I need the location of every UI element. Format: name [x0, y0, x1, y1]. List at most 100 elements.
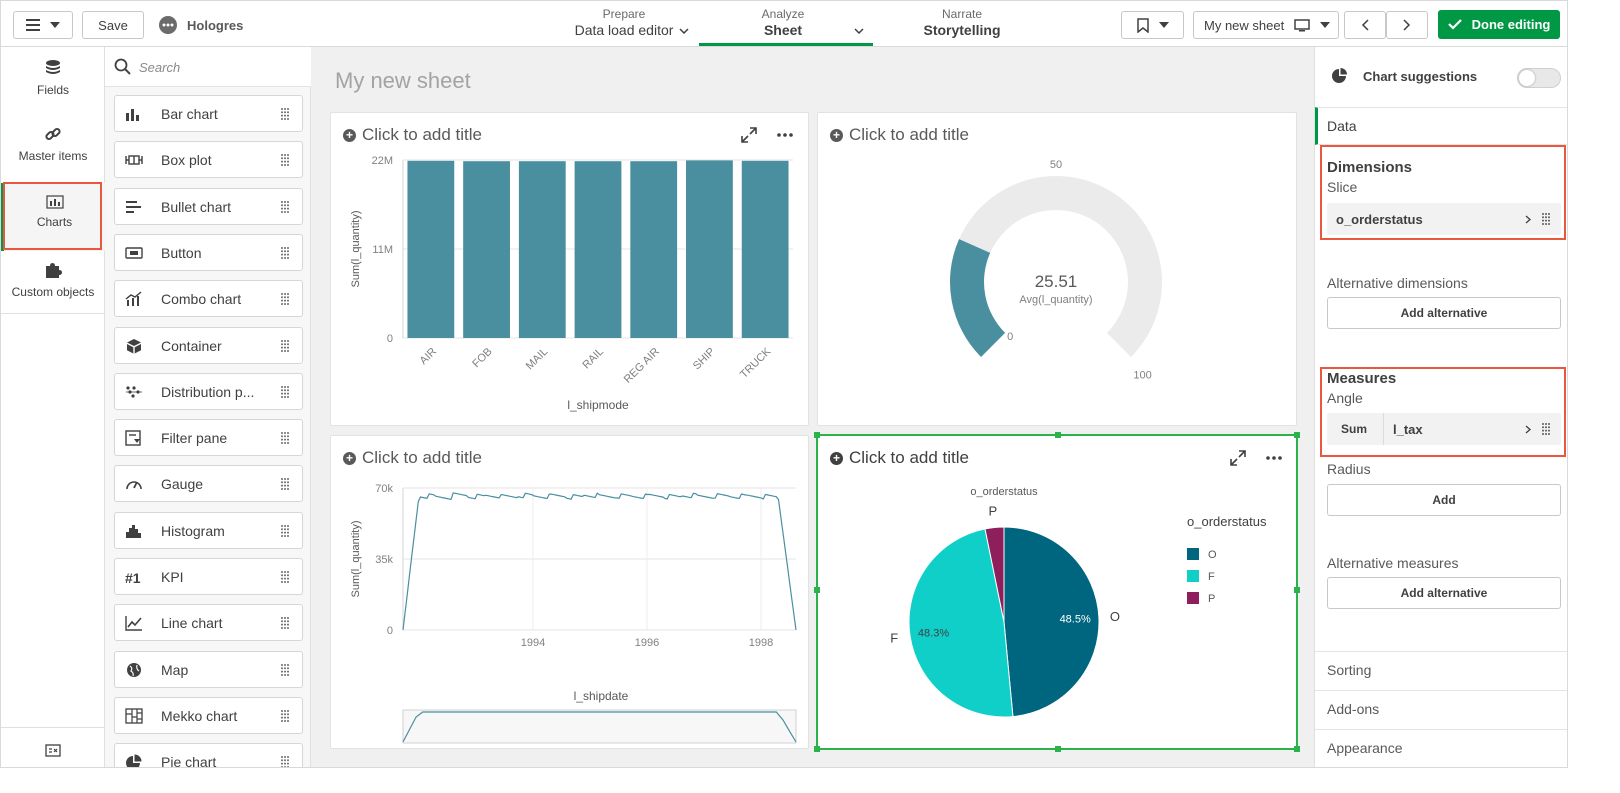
more-options-icon[interactable] — [777, 133, 793, 137]
rail-item-fields[interactable]: Fields — [1, 59, 105, 121]
previous-sheet-button[interactable] — [1344, 11, 1386, 39]
toggle-panel-icon[interactable] — [45, 744, 61, 757]
add-alternative-dimension-button[interactable]: Add alternative — [1327, 297, 1561, 329]
line-chart-card[interactable]: + Click to add title 0 35k 70k 1994 1996 1998 S… — [330, 435, 809, 749]
nav-narrate-main: Storytelling — [923, 22, 1001, 38]
y-tick-label: 22M — [372, 155, 393, 167]
drag-handle-icon[interactable] — [280, 385, 290, 399]
section-sorting[interactable]: Sorting — [1315, 651, 1567, 690]
more-options-icon[interactable] — [1266, 456, 1282, 460]
resize-handle[interactable] — [814, 587, 820, 593]
resize-handle[interactable] — [1294, 432, 1300, 438]
card-title-text: Click to add title — [362, 125, 482, 144]
search-input[interactable]: Search — [105, 47, 311, 87]
sheet-selector[interactable]: My new sheet — [1193, 11, 1339, 39]
section-appearance[interactable]: Appearance — [1315, 729, 1567, 767]
drag-handle-icon[interactable] — [280, 524, 290, 538]
resize-handle[interactable] — [814, 746, 820, 752]
rail-item-master-items[interactable]: Master items — [1, 125, 105, 187]
chart-type-distribution-p[interactable]: Distribution p... — [114, 372, 303, 410]
save-button[interactable]: Save — [82, 11, 144, 39]
chart-type-bar-chart[interactable]: Bar chart — [114, 95, 303, 132]
chart-type-mekko-chart[interactable]: Mekko chart — [114, 696, 303, 734]
x-axis-label: l_shipdate — [574, 689, 629, 703]
expand-icon[interactable] — [741, 127, 757, 143]
properties-panel: Chart suggestions Data Dimensions Slice … — [1314, 47, 1567, 767]
nav-analyze[interactable]: Analyze Sheet — [707, 7, 859, 38]
rail-item-charts[interactable]: Charts — [1, 183, 105, 251]
sheet-title[interactable]: My new sheet — [335, 68, 471, 93]
chart-type-line-chart[interactable]: Line chart — [114, 604, 303, 642]
done-editing-button[interactable]: Done editing — [1438, 10, 1560, 39]
y-tick-label: 0 — [387, 333, 393, 345]
expand-icon[interactable] — [1230, 450, 1246, 466]
drag-handle-icon[interactable] — [280, 616, 290, 630]
drag-handle-icon[interactable] — [280, 200, 290, 214]
drag-handle-icon[interactable] — [280, 292, 290, 306]
chevron-down-icon[interactable] — [854, 28, 864, 34]
add-radius-button[interactable]: Add — [1327, 484, 1561, 516]
measure-field-row[interactable]: Sum l_tax — [1327, 413, 1561, 445]
chart-type-box-plot[interactable]: Box plot — [114, 141, 303, 179]
section-add-ons[interactable]: Add-ons — [1315, 690, 1567, 729]
chart-type-bullet-chart[interactable]: Bullet chart — [114, 187, 303, 225]
bar-chart-card[interactable]: + Click to add title 0 11M 22M AIR FOB MAIL RAI… — [330, 112, 809, 426]
nav-narrate[interactable]: Narrate Storytelling — [887, 7, 1037, 38]
resize-handle[interactable] — [1294, 587, 1300, 593]
drag-handle-icon[interactable] — [280, 246, 290, 260]
resize-handle[interactable] — [1055, 432, 1061, 438]
drag-handle-icon[interactable] — [280, 339, 290, 353]
chart-type-pie-chart[interactable]: Pie chart — [114, 743, 303, 767]
chart-type-label: Distribution p... — [161, 383, 255, 400]
dimensions-heading: Dimensions — [1327, 159, 1413, 176]
dimension-field-label: o_orderstatus — [1336, 212, 1423, 227]
card-title[interactable]: + Click to add title — [830, 125, 969, 145]
menu-button[interactable] — [13, 11, 73, 39]
drag-handle-icon[interactable] — [280, 755, 290, 767]
drag-handle-icon[interactable] — [280, 477, 290, 491]
bar-chart: 0 11M 22M AIR FOB MAIL RAIL REG AIR SHIP TRUCK l_s… — [350, 155, 793, 412]
dimension-field-row[interactable]: o_orderstatus — [1327, 203, 1561, 235]
card-title[interactable]: + Click to add title — [830, 448, 969, 468]
tab-data[interactable]: Data — [1315, 107, 1567, 145]
chart-type-button[interactable]: Button — [114, 233, 303, 271]
drag-handle-icon[interactable] — [280, 107, 290, 121]
bullet-chart-icon — [126, 200, 141, 213]
chart-type-combo-chart[interactable]: Combo chart — [114, 280, 303, 318]
card-title[interactable]: + Click to add title — [343, 448, 482, 468]
next-sheet-button[interactable] — [1386, 11, 1428, 39]
top-toolbar: Save Hologres Prepare Data load editor A… — [1, 1, 1567, 47]
drag-handle-icon[interactable] — [1541, 212, 1551, 226]
add-alternative-measure-button[interactable]: Add alternative — [1327, 577, 1561, 609]
chart-type-filter-pane[interactable]: Filter pane — [114, 419, 303, 457]
drag-handle-icon[interactable] — [280, 153, 290, 167]
done-editing-label: Done editing — [1471, 17, 1551, 32]
chart-type-map[interactable]: Map — [114, 650, 303, 688]
nav-prepare[interactable]: Prepare Data load editor — [549, 7, 699, 38]
chart-type-gauge[interactable]: Gauge — [114, 465, 303, 503]
chart-type-histogram[interactable]: Histogram — [114, 511, 303, 549]
drag-handle-icon[interactable] — [280, 570, 290, 584]
chart-type-container[interactable]: Container — [114, 326, 303, 364]
drag-handle-icon[interactable] — [280, 709, 290, 723]
chart-suggestions-toggle[interactable] — [1517, 68, 1561, 88]
pie-chart-card[interactable]: + Click to add title o_orderstatus 48.5% O 4… — [814, 432, 1300, 752]
resize-handle[interactable] — [1294, 746, 1300, 752]
drag-handle-icon[interactable] — [1541, 422, 1551, 436]
pie-slice-f — [908, 528, 1014, 718]
histogram-icon — [126, 524, 141, 538]
chevron-down-icon[interactable] — [679, 28, 689, 34]
card-title[interactable]: + Click to add title — [343, 125, 482, 145]
rail-item-custom-objects[interactable]: Custom objects — [1, 261, 105, 323]
resize-handle[interactable] — [1055, 746, 1061, 752]
gauge-fill — [950, 239, 1006, 357]
chart-type-kpi[interactable]: #1 KPI — [114, 558, 303, 595]
bookmark-button[interactable] — [1121, 11, 1184, 39]
gauge-card[interactable]: + Click to add title 0 50 100 25.51 Avg(l_qua… — [817, 112, 1297, 426]
drag-handle-icon[interactable] — [280, 663, 290, 677]
sheet-canvas: My new sheet + Click to add title 0 11M 22M… — [311, 47, 1314, 767]
drag-handle-icon[interactable] — [280, 431, 290, 445]
resize-handle[interactable] — [814, 432, 820, 438]
bar — [741, 160, 789, 338]
legend-label: P — [1208, 593, 1215, 605]
